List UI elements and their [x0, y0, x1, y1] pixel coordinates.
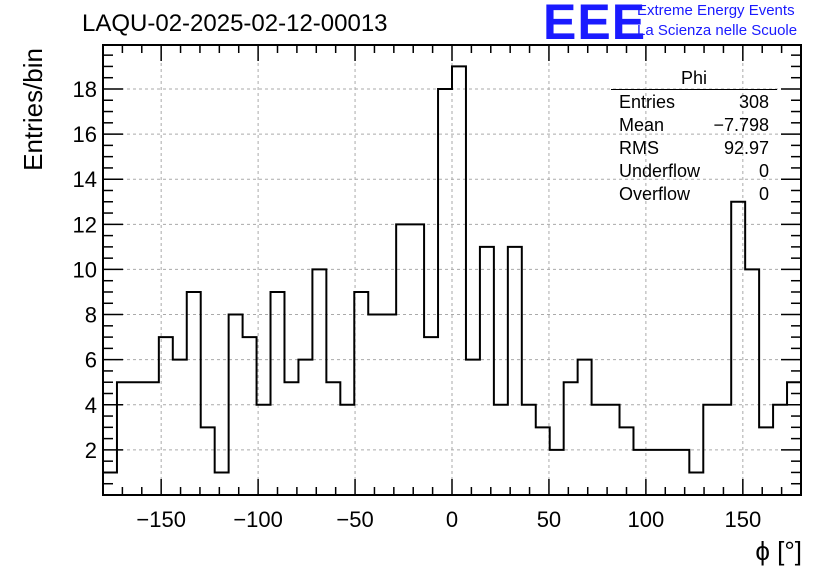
y-tick-label: 10: [73, 257, 97, 282]
histogram-bin: [229, 315, 243, 495]
histogram-bin: [187, 292, 201, 495]
stats-row-entries: Entries 308: [619, 92, 769, 115]
stats-key: RMS: [619, 138, 659, 158]
x-tick-label: −50: [336, 507, 373, 532]
histogram-bin: [759, 427, 773, 495]
stats-row-underflow: Underflow 0: [619, 161, 769, 184]
x-tick-labels: −150 −100 −50 0 50 100 150: [136, 507, 761, 532]
stats-row-mean: Mean −7.798: [619, 115, 769, 138]
histogram-bin: [703, 405, 717, 495]
histogram-bin: [243, 337, 257, 495]
grid-lines: [103, 45, 801, 495]
logo-line-2: La Scienza nelle Scuole: [637, 22, 798, 39]
y-tick-label: 2: [85, 438, 97, 463]
histogram-bin: [717, 405, 731, 495]
x-tick-label: −100: [233, 507, 283, 532]
stats-row-rms: RMS 92.97: [619, 138, 769, 161]
histogram-bin: [201, 427, 215, 495]
y-tick-label: 8: [85, 303, 97, 328]
histogram-bin: [326, 382, 340, 495]
histogram-bin: [424, 337, 438, 495]
histogram-bin: [578, 360, 592, 495]
stats-title: Phi: [680, 68, 707, 88]
stats-value: 308: [738, 92, 769, 112]
histogram-bin: [550, 450, 564, 495]
histogram-bin: [480, 247, 494, 495]
stats-key: Entries: [619, 92, 676, 112]
y-tick-label: 4: [85, 393, 97, 418]
x-axis-label: ϕ [°]: [755, 536, 802, 566]
y-tick-labels: 2 4 6 8 10 12 14 16 18: [73, 77, 97, 463]
stats-value: 0: [758, 184, 769, 204]
x-tick-label: 100: [628, 507, 665, 532]
histogram-bin: [368, 315, 382, 495]
histogram-bin: [745, 269, 759, 495]
histogram-bin: [466, 360, 480, 495]
stats-key: Mean: [619, 115, 665, 135]
histogram-bin: [438, 89, 452, 495]
x-tick-label: −150: [136, 507, 186, 532]
page-title: LAQU-02-2025-02-12-00013: [82, 10, 388, 37]
histogram-bin: [312, 269, 326, 495]
stats-value: 92.97: [723, 138, 769, 158]
histogram-bin: [131, 382, 145, 495]
y-tick-label: 14: [73, 167, 97, 192]
y-axis-label: Entries/bin: [18, 48, 48, 171]
histogram-bin: [298, 360, 312, 495]
histogram-bin: [396, 224, 410, 495]
histogram-bin: [508, 247, 522, 495]
histogram-bin: [452, 66, 466, 495]
histogram-bin: [354, 292, 368, 495]
histogram-bin: [284, 382, 298, 495]
x-tick-label: 150: [724, 507, 761, 532]
histogram-bin: [159, 337, 173, 495]
y-tick-label: 12: [73, 212, 97, 237]
stats-value: −7.798: [713, 115, 769, 135]
histogram-bin: [494, 405, 508, 495]
histogram-bin: [382, 315, 396, 495]
logo-mark: EEE: [543, 0, 647, 50]
x-tick-label: 0: [446, 507, 458, 532]
stats-key: Underflow: [619, 161, 701, 181]
axis-ticks: [102, 45, 802, 495]
stats-row-overflow: Overflow 0: [619, 184, 769, 207]
histogram-bin: [173, 360, 187, 495]
histogram-bin: [731, 202, 745, 495]
histogram-bin: [410, 224, 424, 495]
histogram-bin: [564, 382, 578, 495]
x-tick-label: 50: [537, 507, 561, 532]
stats-divider: [611, 89, 777, 90]
logo-line-1: Extreme Energy Events: [637, 2, 795, 19]
histogram-bin: [647, 450, 661, 495]
histogram-bin: [592, 405, 606, 495]
y-tick-label: 16: [73, 122, 97, 147]
histogram-bin: [215, 472, 229, 495]
histogram-bin: [340, 405, 354, 495]
stats-key: Overflow: [619, 184, 691, 204]
histogram-bin: [522, 405, 536, 495]
histogram-bin: [620, 427, 634, 495]
y-tick-label: 18: [73, 77, 97, 102]
histogram-bin: [689, 472, 703, 495]
histogram-bin: [536, 427, 550, 495]
stats-box: Phi Entries 308 Mean −7.798 RMS 92.97 Un…: [611, 68, 777, 208]
histogram-bin: [661, 450, 675, 495]
eee-logo: EEE Extreme Energy Events La Scienza nel…: [543, 0, 833, 50]
histogram-bin: [675, 450, 689, 495]
histogram-bin: [271, 292, 285, 495]
stats-value: 0: [758, 161, 769, 181]
histogram-bin: [117, 382, 131, 495]
histogram-outline: [103, 65, 801, 474]
histogram-bin: [606, 405, 620, 495]
y-tick-label: 6: [85, 348, 97, 373]
histogram-bin: [145, 382, 159, 495]
